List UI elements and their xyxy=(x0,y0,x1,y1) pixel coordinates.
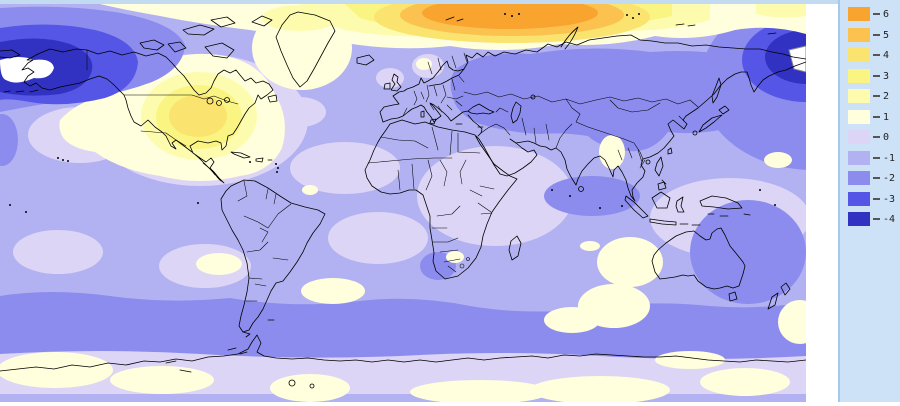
legend-swatch xyxy=(848,171,870,185)
legend-tick xyxy=(873,54,880,56)
legend-value-label: 5 xyxy=(883,29,890,41)
legend-swatch xyxy=(848,150,870,165)
page-top-strip xyxy=(0,0,838,4)
legend-value-label: 6 xyxy=(883,9,890,20)
legend-tick xyxy=(873,197,880,200)
legend-entry: 1 xyxy=(840,109,900,124)
legend-swatch xyxy=(848,68,870,83)
legend-entry: 5 xyxy=(840,27,900,42)
legend-tick xyxy=(873,218,880,220)
legend-value-label: 1 xyxy=(883,111,890,123)
legend-swatch xyxy=(848,191,870,206)
legend-entry: 6 xyxy=(840,7,900,21)
legend-value-label: 3 xyxy=(883,70,890,82)
legend-value-label: -3 xyxy=(883,193,896,205)
legend-swatch xyxy=(848,130,870,144)
legend-tick xyxy=(873,115,880,118)
legend-tick xyxy=(873,95,880,97)
legend-tick xyxy=(873,74,880,77)
legend-entry: 4 xyxy=(840,48,900,62)
coastlines xyxy=(0,11,807,389)
legend-entry: 3 xyxy=(840,68,900,83)
legend-swatch xyxy=(848,89,870,103)
legend-tick xyxy=(873,33,880,36)
legend-value-label: 2 xyxy=(883,91,890,102)
legend-value-label: 4 xyxy=(883,50,890,61)
legend-entry: -1 xyxy=(840,150,900,165)
legend-swatch xyxy=(848,212,870,226)
legend-entry: -3 xyxy=(840,191,900,206)
legend-swatch xyxy=(848,7,870,21)
legend-tick xyxy=(873,13,880,15)
legend-value-label: -2 xyxy=(883,173,896,184)
legend: 6 5 4 3 2 1 0 -1 -2 -3 -4 xyxy=(838,0,900,402)
legend-entry: 2 xyxy=(840,89,900,103)
legend-swatch xyxy=(848,109,870,124)
legend-entry: -4 xyxy=(840,212,900,226)
country-borders xyxy=(86,49,699,302)
legend-value-label: -1 xyxy=(883,152,896,164)
legend-entry: -2 xyxy=(840,171,900,185)
legend-tick xyxy=(873,136,880,138)
legend-tick xyxy=(873,156,880,159)
legend-value-label: -4 xyxy=(883,214,896,225)
legend-tick xyxy=(873,177,880,179)
legend-swatch xyxy=(848,48,870,62)
legend-entry: 0 xyxy=(840,130,900,144)
legend-swatch xyxy=(848,27,870,42)
legend-value-label: 0 xyxy=(883,132,890,143)
